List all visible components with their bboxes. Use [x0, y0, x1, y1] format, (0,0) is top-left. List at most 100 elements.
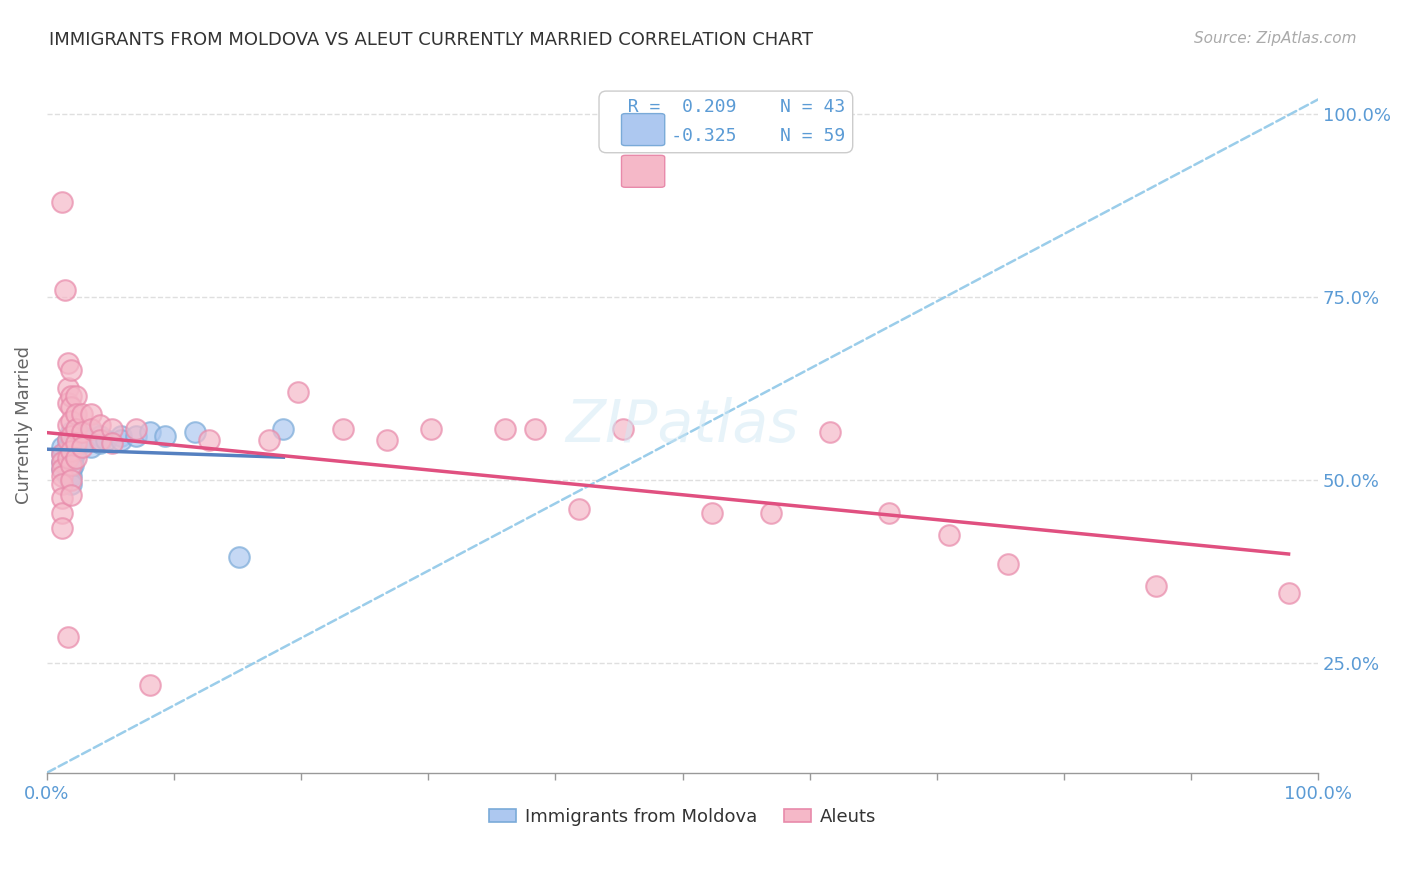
Point — [59, 476, 82, 491]
Point — [51, 462, 73, 476]
Point — [59, 414, 82, 428]
Point — [59, 440, 82, 454]
Point — [56, 447, 79, 461]
Point — [72, 425, 94, 440]
Point — [51, 462, 73, 476]
Point — [101, 436, 124, 450]
Point — [938, 528, 960, 542]
Point — [183, 425, 205, 440]
Point — [879, 506, 901, 520]
Point — [612, 422, 634, 436]
Point — [59, 363, 82, 377]
Point — [198, 433, 221, 447]
Point — [51, 491, 73, 506]
Point — [101, 422, 124, 436]
Point — [56, 455, 79, 469]
Point — [89, 433, 111, 447]
Point — [65, 433, 87, 447]
Point — [62, 429, 84, 443]
Point — [80, 433, 103, 447]
Point — [89, 429, 111, 443]
Point — [62, 443, 84, 458]
Point — [94, 433, 117, 447]
Point — [59, 389, 82, 403]
Point — [51, 447, 73, 461]
Point — [59, 429, 82, 443]
Point — [1144, 579, 1167, 593]
Point — [59, 447, 82, 461]
Point — [59, 425, 82, 440]
Legend: Immigrants from Moldova, Aleuts: Immigrants from Moldova, Aleuts — [481, 801, 884, 833]
Point — [56, 440, 79, 454]
Point — [56, 469, 79, 483]
Point — [51, 520, 73, 534]
Point — [80, 422, 103, 436]
Text: IMMIGRANTS FROM MOLDOVA VS ALEUT CURRENTLY MARRIED CORRELATION CHART: IMMIGRANTS FROM MOLDOVA VS ALEUT CURRENT… — [49, 31, 813, 49]
Point — [59, 455, 82, 469]
Y-axis label: Currently Married: Currently Married — [15, 346, 32, 504]
Point — [56, 631, 79, 645]
Point — [761, 506, 783, 520]
FancyBboxPatch shape — [621, 113, 665, 145]
Point — [273, 422, 295, 436]
FancyBboxPatch shape — [621, 155, 665, 187]
Point — [89, 418, 111, 433]
Point — [228, 549, 250, 564]
Point — [51, 506, 73, 520]
Point — [56, 450, 79, 465]
Point — [59, 488, 82, 502]
Point — [72, 429, 94, 443]
Point — [56, 462, 79, 476]
Point — [820, 425, 842, 440]
Point — [59, 462, 82, 476]
Point — [139, 425, 162, 440]
Point — [65, 389, 87, 403]
Point — [51, 455, 73, 469]
Point — [257, 433, 280, 447]
Point — [494, 422, 516, 436]
Point — [56, 433, 79, 447]
Point — [62, 450, 84, 465]
Point — [523, 422, 546, 436]
Point — [51, 476, 73, 491]
Point — [153, 429, 176, 443]
Text: ZIPatlas: ZIPatlas — [565, 397, 799, 454]
Point — [65, 407, 87, 421]
Point — [65, 436, 87, 450]
Point — [80, 425, 103, 440]
Point — [110, 429, 132, 443]
Point — [375, 433, 398, 447]
Point — [65, 422, 87, 436]
Point — [72, 440, 94, 454]
Point — [62, 436, 84, 450]
Point — [51, 455, 73, 469]
Point — [65, 440, 87, 454]
Point — [51, 194, 73, 209]
Point — [700, 506, 723, 520]
Point — [420, 422, 443, 436]
Point — [65, 450, 87, 465]
Point — [51, 469, 73, 483]
Point — [62, 458, 84, 473]
Text: Source: ZipAtlas.com: Source: ZipAtlas.com — [1194, 31, 1357, 46]
Point — [53, 283, 76, 297]
Point — [89, 436, 111, 450]
Point — [59, 458, 82, 473]
Point — [56, 382, 79, 396]
Point — [332, 422, 354, 436]
Point — [80, 407, 103, 421]
Point — [59, 469, 82, 483]
Text: R =  0.209    N = 43
  R = -0.325    N = 59: R = 0.209 N = 43 R = -0.325 N = 59 — [606, 98, 845, 145]
Point — [59, 443, 82, 458]
Point — [80, 440, 103, 454]
Point — [59, 400, 82, 414]
Point — [110, 433, 132, 447]
Point — [59, 433, 82, 447]
Point — [72, 407, 94, 421]
Point — [56, 396, 79, 410]
Point — [59, 473, 82, 487]
Point — [56, 418, 79, 433]
Point — [139, 678, 162, 692]
Point — [65, 443, 87, 458]
Point — [568, 502, 591, 516]
